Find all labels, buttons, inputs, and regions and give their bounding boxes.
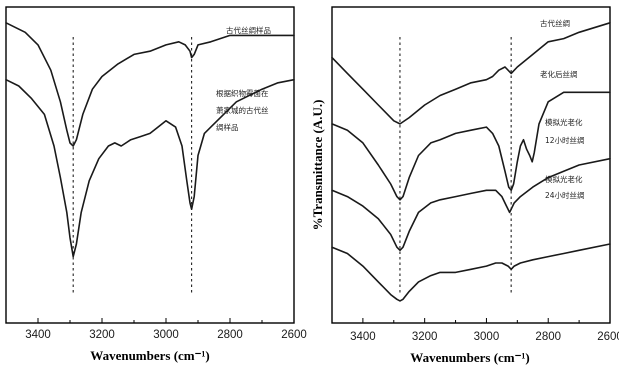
right-annotation-1: 古代丝绸: [540, 18, 570, 28]
right-x-tick-label-3: 3000: [474, 331, 500, 343]
right-x-tick-label-4: 2800: [535, 331, 561, 343]
right-chart-panel: 3400 3200 3000 2800 2600 古代丝绸 老化后丝绸 模拟光老化 12…: [310, 6, 619, 365]
left-annotation-3: 萧家城的古代丝: [216, 105, 269, 115]
left-annotation-4: 绸样品: [216, 122, 239, 132]
right-annotation-5: 模拟光老化: [545, 174, 583, 184]
right-x-axis-label: Wavenumbers (cm⁻¹): [410, 350, 529, 365]
left-annotation-2: 根据织物霉菌在: [216, 88, 269, 98]
left-series-line-1: [5, 22, 295, 147]
right-y-axis-label: %Transmittance (A.U.): [310, 100, 325, 231]
right-x-tick-label-1: 3400: [350, 331, 376, 343]
left-x-axis-label: Wavenumbers (cm⁻¹): [90, 348, 209, 363]
left-x-tick-label-3: 3000: [153, 329, 179, 341]
right-x-tick-label-5: 2600: [597, 331, 619, 343]
right-series-line-2: [331, 91, 611, 201]
left-plot-frame: [5, 6, 295, 324]
left-x-tick-label-4: 2800: [217, 329, 243, 341]
left-x-tick-label-1: 3400: [25, 329, 51, 341]
right-annotation-6: 24小时丝绸: [545, 190, 585, 200]
left-annotation-1: 古代丝绸样品: [226, 25, 271, 35]
right-series-line-4: [331, 243, 611, 302]
left-x-tick-label-2: 3200: [89, 329, 115, 341]
right-plot-frame: [331, 6, 611, 324]
right-annotation-3: 模拟光老化: [545, 117, 583, 127]
right-series-line-1: [331, 22, 611, 125]
right-x-tick-label-2: 3200: [412, 331, 438, 343]
left-x-tick-label-5: 2600: [281, 329, 307, 341]
right-annotation-4: 12小时丝绸: [545, 135, 585, 145]
left-chart-panel: 3400 3200 3000 2800 2600 古代丝绸样品 根据织物霉菌在 萧家城的…: [5, 6, 307, 363]
left-series-line-2: [5, 78, 295, 258]
right-series-line-3: [331, 157, 611, 252]
right-annotation-2: 老化后丝绸: [540, 69, 578, 79]
